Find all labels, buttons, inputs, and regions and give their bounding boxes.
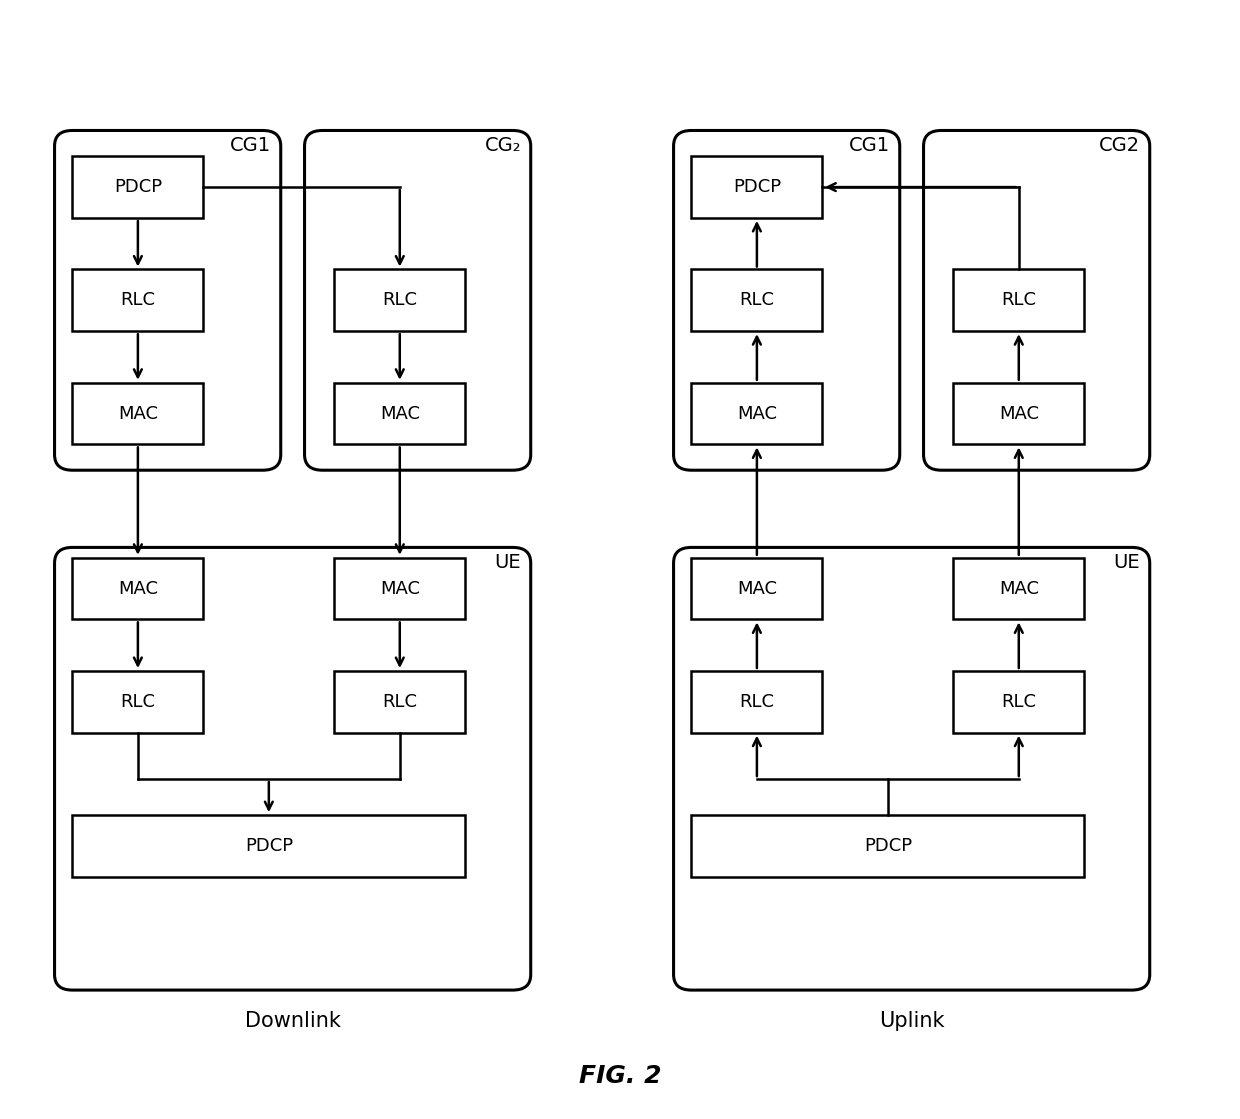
FancyBboxPatch shape bbox=[692, 815, 1084, 877]
Text: RLC: RLC bbox=[1001, 693, 1037, 711]
Text: CG2: CG2 bbox=[1099, 135, 1141, 154]
FancyBboxPatch shape bbox=[954, 383, 1084, 444]
Text: MAC: MAC bbox=[118, 580, 157, 598]
Text: MAC: MAC bbox=[379, 580, 420, 598]
Text: Downlink: Downlink bbox=[244, 1012, 341, 1032]
FancyBboxPatch shape bbox=[72, 157, 203, 218]
FancyBboxPatch shape bbox=[72, 671, 203, 733]
FancyBboxPatch shape bbox=[954, 270, 1084, 331]
Text: MAC: MAC bbox=[737, 405, 777, 423]
FancyBboxPatch shape bbox=[335, 557, 465, 620]
Text: Uplink: Uplink bbox=[879, 1012, 945, 1032]
Text: CG₂: CG₂ bbox=[485, 135, 521, 154]
Text: PDCP: PDCP bbox=[733, 178, 781, 196]
FancyBboxPatch shape bbox=[335, 671, 465, 733]
Text: CG1: CG1 bbox=[849, 135, 890, 154]
FancyBboxPatch shape bbox=[72, 557, 203, 620]
FancyBboxPatch shape bbox=[335, 270, 465, 331]
Text: PDCP: PDCP bbox=[114, 178, 162, 196]
Text: PDCP: PDCP bbox=[244, 837, 293, 855]
Text: MAC: MAC bbox=[998, 580, 1039, 598]
Text: MAC: MAC bbox=[379, 405, 420, 423]
Text: CG1: CG1 bbox=[231, 135, 272, 154]
FancyBboxPatch shape bbox=[954, 557, 1084, 620]
FancyBboxPatch shape bbox=[72, 270, 203, 331]
FancyBboxPatch shape bbox=[335, 383, 465, 444]
Text: MAC: MAC bbox=[118, 405, 157, 423]
Text: PDCP: PDCP bbox=[864, 837, 911, 855]
Text: FIG. 2: FIG. 2 bbox=[579, 1064, 661, 1088]
Text: MAC: MAC bbox=[737, 580, 777, 598]
FancyBboxPatch shape bbox=[72, 383, 203, 444]
Text: RLC: RLC bbox=[382, 693, 418, 711]
FancyBboxPatch shape bbox=[692, 270, 822, 331]
FancyBboxPatch shape bbox=[692, 671, 822, 733]
Text: RLC: RLC bbox=[120, 693, 155, 711]
FancyBboxPatch shape bbox=[692, 157, 822, 218]
Text: UE: UE bbox=[495, 553, 521, 572]
Text: UE: UE bbox=[1114, 553, 1141, 572]
Text: RLC: RLC bbox=[739, 291, 775, 309]
Text: RLC: RLC bbox=[120, 291, 155, 309]
Text: RLC: RLC bbox=[739, 693, 775, 711]
FancyBboxPatch shape bbox=[954, 671, 1084, 733]
FancyBboxPatch shape bbox=[72, 815, 465, 877]
Text: MAC: MAC bbox=[998, 405, 1039, 423]
Text: RLC: RLC bbox=[1001, 291, 1037, 309]
FancyBboxPatch shape bbox=[692, 557, 822, 620]
Text: RLC: RLC bbox=[382, 291, 418, 309]
FancyBboxPatch shape bbox=[692, 383, 822, 444]
